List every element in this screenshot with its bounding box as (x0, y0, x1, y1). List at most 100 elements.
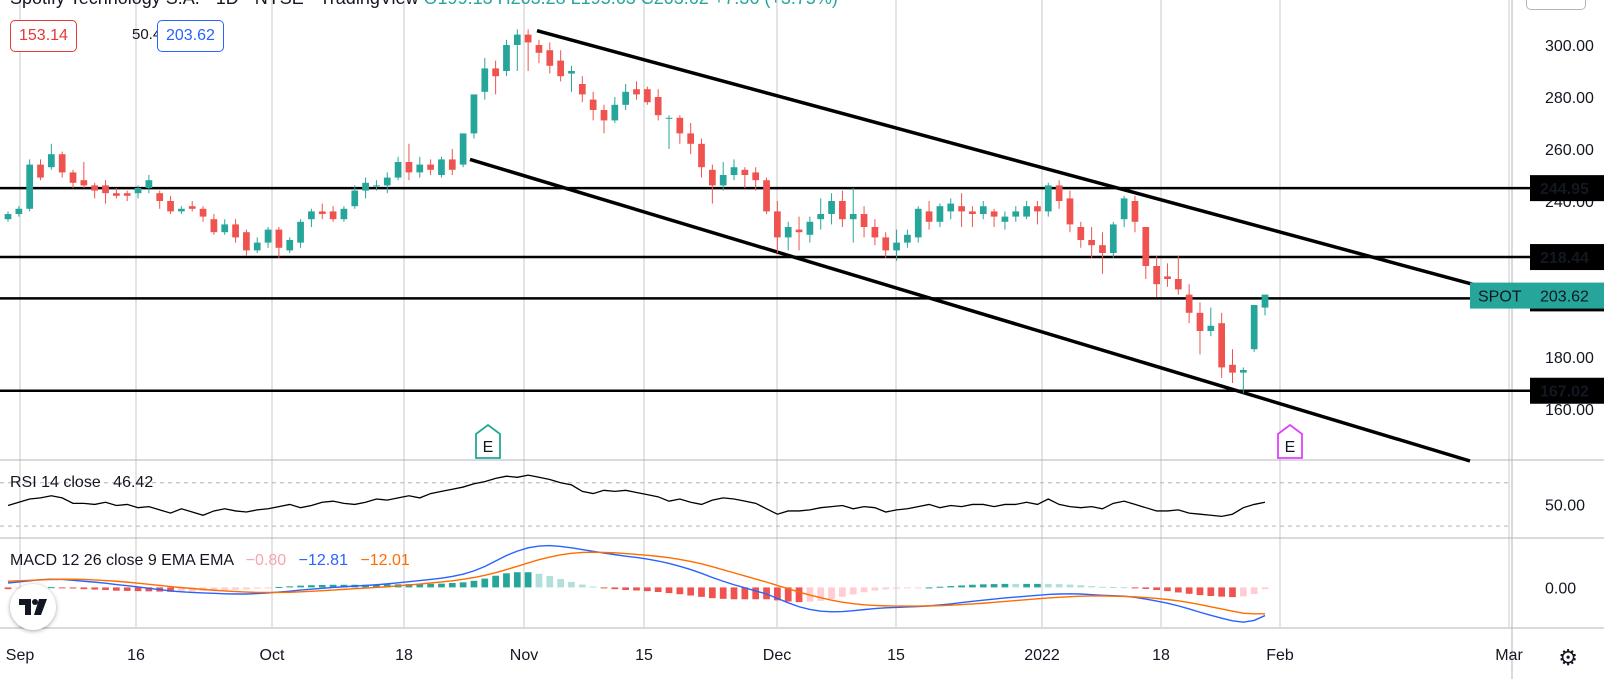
candle-body (1099, 245, 1106, 253)
ohlc-values: O199.13 H203.28 L195.63 C203.62 +7.36 (+… (424, 0, 838, 8)
macd-line (7, 544, 1266, 623)
candle-body (123, 193, 131, 196)
macd-histogram-bar (232, 587, 239, 590)
candle-body (232, 224, 239, 238)
macd-histogram-bar (1055, 584, 1063, 588)
candle-body (687, 133, 695, 144)
candle-body (860, 214, 868, 227)
ask-chip[interactable]: 203.62 (157, 20, 224, 52)
candle-body (178, 208, 185, 212)
time-axis-label: 18 (1152, 647, 1170, 664)
time-axis-label: 15 (887, 647, 905, 664)
macd-histogram-bar (47, 587, 55, 589)
macd-histogram-bar (1001, 583, 1009, 588)
macd-histogram-bar (914, 587, 922, 589)
candle-body (1229, 364, 1236, 373)
earnings-marker-shape (475, 423, 501, 459)
macd-histogram-bar (1185, 587, 1193, 594)
candle-body (15, 208, 23, 214)
macd-histogram-bar (1174, 587, 1182, 593)
macd-histogram-bar (188, 587, 196, 592)
rsi-tick-label: 50.00 (1545, 497, 1585, 514)
earnings-marker: E (475, 423, 501, 459)
candle-body (80, 180, 88, 186)
earnings-marker-label: E (1285, 439, 1296, 456)
time-axis-label: Feb (1266, 647, 1294, 664)
candle-body (871, 227, 879, 238)
candle-body (1142, 227, 1150, 266)
candle-body (297, 221, 304, 243)
rsi-legend[interactable]: RSI 14 close 46.42 (10, 474, 153, 492)
trendline (469, 157, 1471, 463)
macd-histogram-bar (253, 587, 261, 589)
candle-body (1120, 198, 1128, 220)
macd-histogram-bar (1239, 587, 1247, 597)
candle-body (979, 206, 987, 214)
candle-body (1077, 227, 1085, 240)
macd-histogram-bar (1250, 587, 1258, 594)
macd-histogram-bar (1196, 587, 1204, 596)
candle-body (763, 180, 770, 212)
macd-histogram-bar (503, 573, 510, 588)
candle-body (318, 211, 326, 214)
candle-body (708, 169, 716, 186)
macd-histogram-bar (698, 587, 705, 597)
candle-body (286, 240, 294, 251)
macd-histogram-bar (264, 587, 272, 589)
macd-histogram-bar (839, 587, 846, 597)
candle-body (145, 180, 153, 188)
macd-histogram-bar (979, 584, 987, 588)
candle-body (784, 227, 792, 238)
scale-button[interactable] (1526, 0, 1586, 10)
rsi-label: RSI 14 close (10, 474, 101, 491)
earnings-marker-label: E (483, 439, 494, 456)
candle-body (243, 232, 250, 251)
macd-histogram-bar (1034, 583, 1041, 588)
candle-body (188, 206, 196, 209)
candle-body (481, 68, 489, 92)
tradingview-logo[interactable] (10, 584, 56, 630)
tv-logo-icon (19, 599, 47, 615)
time-axis-label: Dec (763, 647, 791, 664)
macd-histogram-bar (925, 587, 933, 589)
macd-histogram-bar (860, 587, 868, 593)
current-price-tag (1532, 282, 1604, 309)
macd-histogram-bar (600, 587, 608, 589)
time-axis-label: Mar (1495, 647, 1523, 664)
candle-body (1066, 198, 1074, 225)
candle-body (1185, 294, 1193, 313)
earnings-marker-shape (1277, 423, 1303, 459)
candle-body (643, 89, 651, 103)
macd-histogram-bar (828, 587, 835, 600)
macd-histogram-bar (318, 584, 326, 588)
bid-chip[interactable]: 153.14 (10, 20, 77, 52)
macd-histogram-bar (1153, 587, 1160, 591)
symbol-title: Spotify Technology S.A. · 1D · NYSE · Tr… (10, 0, 419, 8)
candle-body (329, 211, 337, 220)
settings-gear-icon[interactable]: ⚙ (1558, 645, 1578, 670)
candle-body (1044, 185, 1052, 212)
macd-histogram-bar (611, 587, 619, 590)
macd-histogram-bar (904, 587, 911, 589)
candle-body (719, 175, 727, 186)
macd-histogram-bar (882, 587, 890, 590)
macd-tick-label: 0.00 (1545, 580, 1576, 597)
macd-histogram-bar (145, 587, 153, 592)
earnings-marker: E (1277, 423, 1303, 459)
macd-histogram-bar (947, 586, 955, 588)
price-tick-label: 160.00 (1545, 402, 1594, 419)
candle-body (383, 177, 391, 186)
macd-histogram-bar (676, 587, 684, 595)
time-axis-label: Oct (260, 647, 285, 664)
candle-body (990, 211, 998, 217)
macd-histogram-bar (817, 587, 825, 601)
candle-body (741, 169, 749, 175)
macd-legend[interactable]: MACD 12 26 close 9 EMA EMA −0.80 −12.81 … (10, 552, 410, 570)
candle-body (730, 167, 738, 175)
candle-body (600, 110, 608, 121)
macd-histogram-bar (58, 587, 66, 589)
candle-body (1239, 370, 1247, 373)
candle-body (1174, 279, 1182, 290)
candle-body (427, 164, 434, 170)
